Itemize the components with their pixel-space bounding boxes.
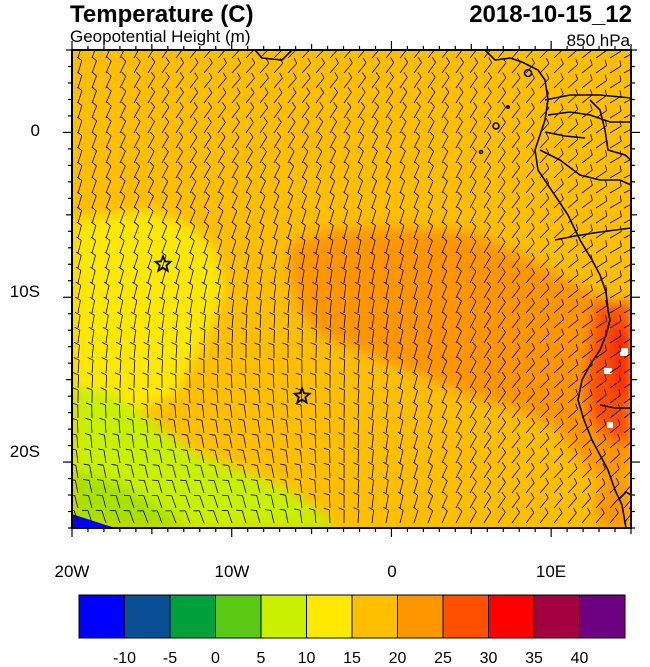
map-datetime: 2018-10-15_12 — [469, 1, 632, 28]
lon-tick-label: 10E — [536, 562, 566, 581]
map-frame — [71, 49, 632, 529]
lat-axis: 0 10S 20S — [10, 121, 40, 461]
lon-tick-label: 10W — [215, 562, 250, 581]
colorbar-swatch — [579, 594, 626, 639]
colorbar-swatch — [78, 594, 125, 639]
lat-tick-label: 20S — [10, 442, 40, 461]
colorbar-tick-label: 25 — [434, 650, 452, 667]
colorbar-swatch — [215, 594, 262, 639]
colorbar-swatch — [442, 594, 489, 639]
colorbar-tick-label: 5 — [257, 650, 266, 667]
colorbar-tick-label: 10 — [298, 650, 316, 667]
station-markers — [153, 253, 312, 405]
colorbar-tick-label: 15 — [343, 650, 361, 667]
map-title: Temperature (C) — [70, 1, 254, 28]
lon-axis: 20W 10W 0 10E — [55, 562, 567, 581]
colorbar-swatch — [124, 594, 171, 639]
wind-barb-field — [72, 50, 631, 524]
colorbar-swatch — [306, 594, 353, 639]
colorbar-tick-label: -10 — [113, 650, 136, 667]
axis-ticks — [63, 41, 640, 537]
star-marker — [292, 385, 312, 405]
colorbar-tick-label: 40 — [571, 650, 589, 667]
colorbar-labels: -10 -5 0 5 10 15 20 25 30 35 40 — [113, 650, 589, 667]
colorbar-tick-label: 20 — [389, 650, 407, 667]
star-marker — [153, 253, 173, 273]
colorbar-tick-label: 35 — [525, 650, 543, 667]
wind-barbs — [72, 50, 631, 524]
map-subtitle: Geopotential Height (m) — [70, 27, 250, 46]
colorbar-swatch — [351, 594, 398, 639]
colorbar-tick-label: 30 — [480, 650, 498, 667]
colorbar-tick-label: 0 — [211, 650, 220, 667]
colorbar-swatch — [533, 594, 580, 639]
lat-tick-label: 0 — [31, 121, 40, 140]
coastline — [254, 50, 631, 528]
pressure-level: 850 hPa — [567, 31, 631, 50]
colorbar-swatch — [488, 594, 535, 639]
colorbar-tick-label: -5 — [163, 650, 177, 667]
colorbar-swatch — [260, 594, 307, 639]
temperature-field — [72, 50, 631, 528]
lon-tick-label: 0 — [387, 562, 396, 581]
lat-tick-label: 10S — [10, 282, 40, 301]
colorbar-swatch — [169, 594, 216, 639]
colorbar-swatch — [397, 594, 444, 639]
lon-tick-label: 20W — [55, 562, 90, 581]
colorbar — [78, 594, 626, 639]
